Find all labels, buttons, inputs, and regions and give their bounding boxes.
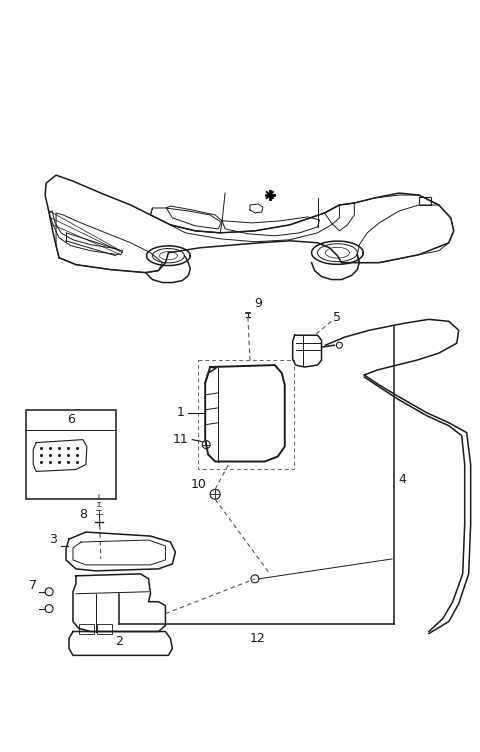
Bar xyxy=(97,623,112,633)
Text: 12: 12 xyxy=(250,632,266,645)
Text: 5: 5 xyxy=(334,311,341,324)
Text: 1: 1 xyxy=(177,406,184,420)
Bar xyxy=(26,410,116,499)
Bar xyxy=(419,197,431,205)
Text: 2: 2 xyxy=(115,635,123,648)
Text: 4: 4 xyxy=(398,473,406,486)
Text: 6: 6 xyxy=(67,414,75,426)
Text: 9: 9 xyxy=(254,297,262,310)
Text: 10: 10 xyxy=(190,478,206,491)
Bar xyxy=(79,623,94,633)
Text: 3: 3 xyxy=(49,532,57,545)
Text: 7: 7 xyxy=(29,579,37,593)
Text: 11: 11 xyxy=(172,433,188,446)
Text: 8: 8 xyxy=(79,508,87,520)
